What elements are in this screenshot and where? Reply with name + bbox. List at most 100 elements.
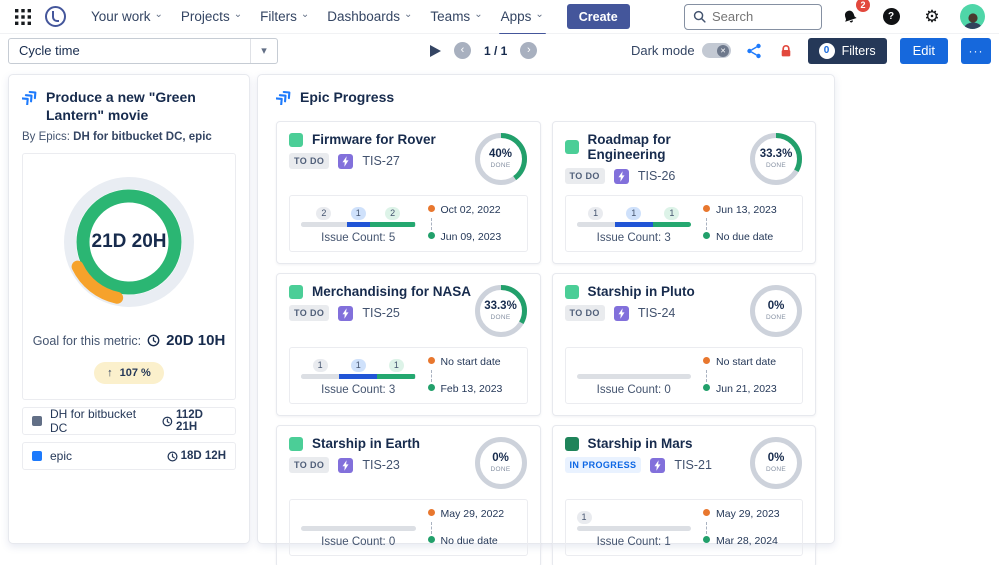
settings-button[interactable]: ⚙ bbox=[919, 4, 945, 30]
gadget-chevrons-icon bbox=[276, 90, 291, 105]
issue-key[interactable]: TIS-27 bbox=[362, 154, 400, 169]
nav-item-label: Projects bbox=[180, 9, 230, 24]
nav-item-projects[interactable]: Projects ⌄ bbox=[180, 9, 243, 24]
done-label: DONE bbox=[766, 465, 786, 473]
progress-box: 1 Issue Count: 1 May 29, 2023 Mar 28, 20… bbox=[564, 499, 803, 557]
jira-logo[interactable] bbox=[42, 4, 68, 30]
search-input[interactable] bbox=[712, 9, 812, 24]
start-date: Oct 02, 2022 bbox=[440, 204, 501, 217]
previous-page-button[interactable]: ‹ bbox=[454, 42, 471, 59]
date-connector bbox=[706, 217, 791, 230]
done-percent: 0% bbox=[767, 452, 785, 465]
nav-item-dashboards[interactable]: Dashboards ⌄ bbox=[327, 9, 413, 24]
legend-color-icon bbox=[32, 451, 42, 462]
epic-title[interactable]: Merchandising for NASA bbox=[312, 284, 472, 300]
epic-title[interactable]: Starship in Earth bbox=[312, 436, 421, 452]
start-date-dot bbox=[427, 509, 435, 517]
issue-key[interactable]: TIS-23 bbox=[362, 458, 400, 473]
issue-count-label: Issue Count: 1 bbox=[596, 536, 671, 549]
filters-button[interactable]: 0 Filters bbox=[807, 37, 887, 64]
notifications-button[interactable]: 2 bbox=[837, 0, 870, 30]
epic-title[interactable]: Starship in Pluto bbox=[587, 284, 695, 300]
dashboard-toolbar: Cycle time ▾ ‹ 1 / 1 › Dark mode ✕ 0 Fil… bbox=[0, 34, 999, 65]
date-range: Jun 13, 2023 No due date bbox=[703, 203, 791, 244]
start-date: Jun 13, 2023 bbox=[716, 204, 777, 217]
search-box[interactable] bbox=[684, 3, 822, 30]
due-date-dot bbox=[703, 536, 710, 544]
segment-counts bbox=[301, 507, 416, 523]
page-indicator: 1 / 1 bbox=[484, 43, 508, 58]
done-percent: 33.3% bbox=[759, 148, 793, 161]
share-button[interactable] bbox=[744, 38, 764, 64]
nav-item-your-work[interactable]: Your work ⌄ bbox=[91, 9, 163, 24]
progress-bar bbox=[576, 222, 691, 228]
create-button[interactable]: Create bbox=[566, 4, 630, 29]
due-date-dot bbox=[703, 384, 710, 392]
next-page-button[interactable]: › bbox=[520, 42, 538, 59]
issue-count-label: Issue Count: 0 bbox=[596, 384, 671, 397]
epic-title[interactable]: Firmware for Rover bbox=[312, 132, 436, 148]
issue-key[interactable]: TIS-25 bbox=[362, 306, 400, 321]
issue-key[interactable]: TIS-24 bbox=[637, 306, 676, 321]
legend-row[interactable]: epic 18D 12H bbox=[22, 442, 236, 471]
filters-button-label: Filters bbox=[841, 43, 876, 58]
question-mark-icon: ? bbox=[882, 8, 900, 25]
status-badge: TO DO bbox=[564, 305, 605, 322]
done-percent: 0% bbox=[492, 452, 509, 465]
issue-key[interactable]: TIS-26 bbox=[637, 169, 676, 184]
dashboard-select[interactable]: Cycle time ▾ bbox=[8, 37, 278, 64]
progress-bar bbox=[576, 374, 691, 380]
goal-label: Goal for this metric: bbox=[32, 333, 142, 348]
progress-bar bbox=[301, 222, 416, 228]
toolbar-actions: Dark mode ✕ 0 Filters Edit ··· bbox=[631, 37, 991, 64]
issue-key[interactable]: TIS-21 bbox=[674, 458, 712, 473]
epic-type-icon bbox=[338, 305, 354, 321]
clock-icon bbox=[167, 451, 178, 462]
user-avatar[interactable] bbox=[960, 4, 985, 29]
start-date: No start date bbox=[440, 356, 501, 369]
date-range: May 29, 2022 No due date bbox=[427, 507, 516, 548]
top-nav-right: 2 ? ⚙ bbox=[684, 0, 989, 30]
done-percent: 33.3% bbox=[484, 300, 517, 313]
nav-item-label: Apps bbox=[500, 9, 532, 24]
nav-item-filters[interactable]: Filters ⌄ bbox=[260, 9, 310, 24]
epic-color-icon bbox=[564, 436, 579, 451]
start-date-dot bbox=[703, 205, 710, 213]
edit-button[interactable]: Edit bbox=[899, 37, 948, 64]
epic-type-icon bbox=[650, 457, 666, 473]
progress-box: Issue Count: 0 No start date Jun 21, 202… bbox=[564, 347, 803, 405]
legend-color-icon bbox=[32, 416, 42, 427]
play-button[interactable] bbox=[430, 44, 441, 57]
person-icon bbox=[963, 13, 982, 29]
nav-item-teams[interactable]: Teams ⌄ bbox=[430, 9, 483, 24]
nav-item-label: Your work bbox=[91, 9, 151, 24]
epic-card: Starship in Pluto TO DO TIS-24 bbox=[551, 273, 816, 417]
filters-count-badge: 0 bbox=[818, 42, 835, 59]
done-ring: 40% DONE bbox=[474, 132, 528, 186]
legend-row[interactable]: DH for bitbucket DC 112D 21H bbox=[22, 407, 236, 436]
chevron-down-icon: ▾ bbox=[261, 45, 267, 57]
nav-item-apps[interactable]: Apps ⌄ bbox=[492, 1, 553, 36]
start-date-dot bbox=[703, 509, 710, 517]
epic-card: Merchandising for NASA TO DO TIS-25 bbox=[276, 273, 541, 417]
notification-count-badge: 2 bbox=[856, 0, 870, 12]
issue-count-label: Issue Count: 3 bbox=[321, 384, 396, 397]
more-options-button[interactable]: ··· bbox=[961, 37, 991, 64]
progress-box: Issue Count: 0 May 29, 2022 No due date bbox=[289, 499, 528, 557]
epic-title[interactable]: Starship in Mars bbox=[587, 436, 693, 452]
done-label: DONE bbox=[766, 161, 786, 169]
due-date: Jun 09, 2023 bbox=[440, 231, 502, 244]
epic-title[interactable]: Roadmap for Engineering bbox=[587, 132, 671, 163]
cycle-time-chart: 21D 20H Goal for this metric: 20D 10H ↑ … bbox=[22, 153, 236, 401]
start-date-dot bbox=[427, 205, 435, 213]
help-button[interactable]: ? bbox=[878, 4, 904, 30]
dark-mode-toggle[interactable]: ✕ bbox=[701, 43, 731, 58]
slideshow-controls: ‹ 1 / 1 › bbox=[430, 42, 538, 59]
cycle-time-donut: 21D 20H bbox=[54, 167, 204, 317]
app-switcher-icon[interactable] bbox=[10, 4, 36, 30]
epic-type-icon bbox=[613, 305, 629, 321]
